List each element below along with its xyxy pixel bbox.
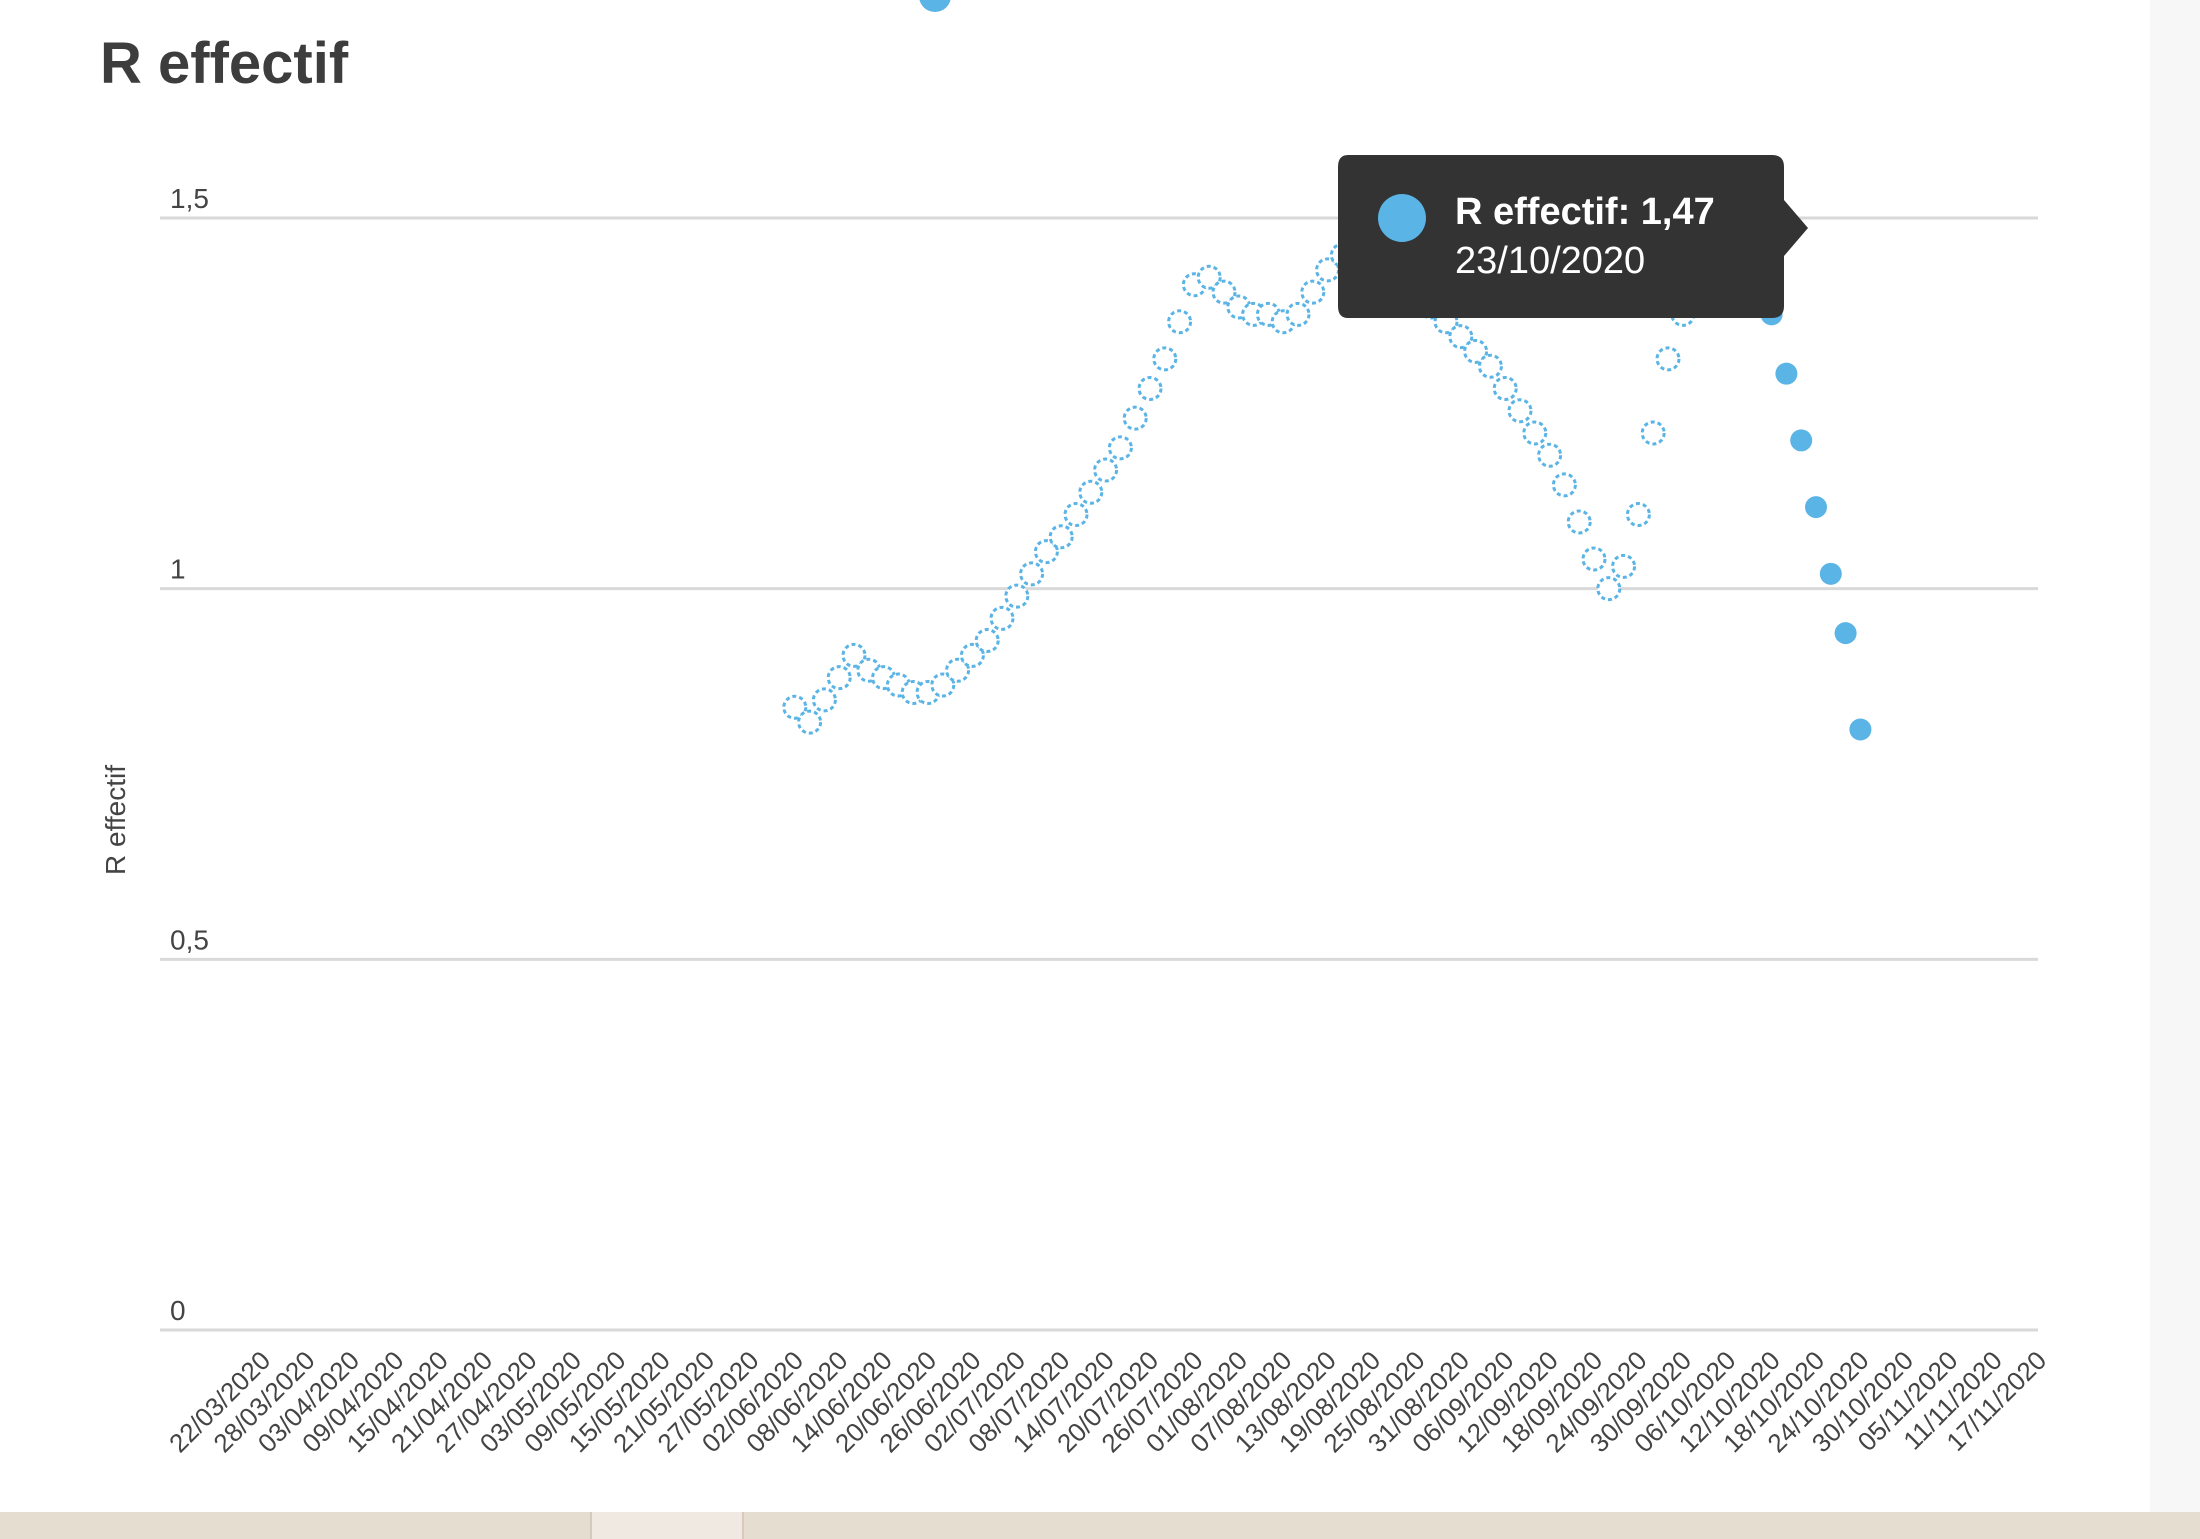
data-point[interactable]: [1507, 398, 1533, 424]
data-point[interactable]: [1448, 324, 1474, 350]
y-axis-ticks: 0 0,5 1 1,5: [170, 183, 209, 1326]
data-point[interactable]: [1167, 309, 1193, 335]
data-point[interactable]: [1033, 539, 1059, 565]
data-point[interactable]: [1805, 496, 1827, 519]
data-point[interactable]: [811, 687, 837, 713]
data-point[interactable]: [1048, 524, 1074, 550]
data-point[interactable]: [1063, 502, 1089, 528]
data-point[interactable]: [1819, 562, 1842, 585]
data-point[interactable]: [1522, 420, 1548, 446]
data-point[interactable]: [930, 672, 956, 698]
horizontal-scrollbar[interactable]: [0, 1512, 2200, 1539]
data-point[interactable]: [974, 628, 1000, 654]
data-point[interactable]: [1019, 561, 1045, 587]
scrollbar-thumb[interactable]: [590, 1512, 744, 1539]
tooltip: R effectif: 1,47 23/10/2020: [1338, 155, 1808, 318]
tooltip-date: 23/10/2020: [1455, 240, 1645, 282]
data-point[interactable]: [1640, 420, 1666, 446]
data-point[interactable]: [1004, 583, 1030, 609]
data-point[interactable]: [1122, 405, 1148, 431]
data-point[interactable]: [1596, 576, 1622, 602]
tooltip-series-marker: [1378, 194, 1426, 242]
data-point[interactable]: [989, 605, 1015, 631]
y-tick-label: 1: [170, 554, 186, 585]
y-tick-label: 1,5: [170, 183, 209, 214]
gridlines: [160, 216, 2038, 1332]
data-point[interactable]: [1790, 429, 1813, 452]
y-axis-label: R effectif: [100, 765, 131, 875]
offscreen-data-point[interactable]: [919, 0, 951, 12]
data-point[interactable]: [1463, 338, 1489, 364]
y-tick-label: 0,5: [170, 924, 209, 955]
data-point[interactable]: [1834, 622, 1857, 645]
data-point[interactable]: [959, 642, 985, 668]
y-tick-label: 0: [170, 1295, 186, 1326]
data-point[interactable]: [1611, 553, 1637, 579]
chart: 0 0,5 1 1,5 R effectif 22/03/202028/03/2020…: [100, 0, 2052, 1458]
data-point[interactable]: [1625, 502, 1651, 528]
data-point[interactable]: [1551, 472, 1577, 498]
data-point[interactable]: [1477, 353, 1503, 379]
data-point[interactable]: [826, 665, 852, 691]
data-point[interactable]: [797, 709, 823, 735]
data-point[interactable]: [782, 694, 808, 720]
tooltip-series-label: R effectif: 1,47: [1455, 191, 1715, 233]
tooltip-box: [1338, 155, 1808, 318]
data-point[interactable]: [1093, 457, 1119, 483]
data-point[interactable]: [1285, 301, 1311, 327]
data-point[interactable]: [1152, 346, 1178, 372]
data-point[interactable]: [1492, 376, 1518, 402]
data-point[interactable]: [1107, 435, 1133, 461]
data-point[interactable]: [1775, 362, 1798, 385]
data-point[interactable]: [1581, 546, 1607, 572]
right-panel-edge: [2150, 0, 2200, 1512]
data-point[interactable]: [1300, 279, 1326, 305]
data-point[interactable]: [1849, 718, 1872, 741]
data-point[interactable]: [841, 642, 867, 668]
x-axis-ticks: 22/03/202028/03/202003/04/202009/04/2020…: [163, 1345, 2052, 1458]
data-point[interactable]: [1196, 264, 1222, 290]
data-point[interactable]: [1211, 279, 1237, 305]
data-point[interactable]: [1537, 442, 1563, 468]
chart-title: R effectif: [100, 31, 349, 96]
data-point[interactable]: [1078, 479, 1104, 505]
data-point[interactable]: [1655, 346, 1681, 372]
data-points[interactable]: [782, 0, 1872, 741]
data-point[interactable]: [1566, 509, 1592, 535]
data-point[interactable]: [1137, 376, 1163, 402]
data-point[interactable]: [945, 657, 971, 683]
